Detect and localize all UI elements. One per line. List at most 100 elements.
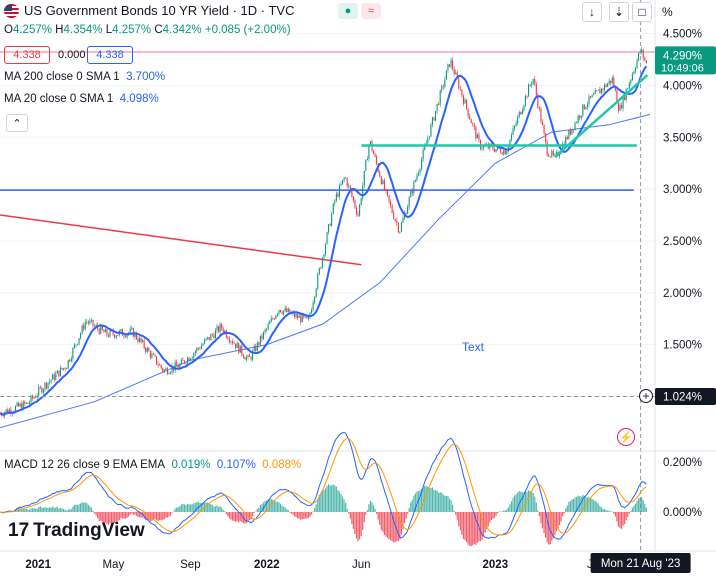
candle-body — [545, 133, 547, 142]
candle-body — [270, 318, 272, 323]
chevron-up-icon[interactable]: ⌃ — [6, 114, 28, 132]
candle-body — [70, 358, 72, 362]
candle-body — [549, 156, 551, 158]
macd-bar — [366, 510, 368, 512]
candle-body — [21, 403, 23, 410]
candle-body — [255, 346, 257, 351]
macd-bar — [487, 512, 489, 527]
macd-bar — [628, 512, 630, 514]
macd-bar — [571, 499, 573, 512]
macd-bar — [168, 512, 170, 517]
candle-body — [472, 123, 474, 125]
macd-bar — [391, 512, 393, 542]
candle-body — [157, 364, 159, 366]
candle-body — [481, 148, 483, 150]
macd-bar — [557, 512, 559, 529]
macd-bar — [569, 501, 571, 512]
macd-bar — [565, 508, 567, 512]
macd-bar — [371, 502, 373, 512]
lightning-icon[interactable]: ⚡ — [617, 428, 635, 446]
time-axis[interactable]: 2021 May Sep 2022 Jun 2023 J Mon 21 Aug '23 — [25, 553, 691, 573]
candle-body — [326, 232, 328, 245]
macd-bar — [53, 507, 55, 512]
macd-bar — [484, 512, 486, 533]
macd-bar — [272, 499, 274, 512]
ma20-legend[interactable]: MA 20 close 0 SMA 1 4.098% — [4, 93, 159, 105]
candle-body — [219, 324, 221, 332]
red-trendline[interactable] — [0, 214, 362, 266]
macd-bar — [123, 512, 125, 519]
sell-button[interactable]: 4.338 — [4, 46, 50, 64]
macd-bar — [59, 507, 62, 512]
macd-bar — [634, 503, 637, 512]
price-tick: 4.500% — [663, 29, 702, 41]
candle-body — [64, 368, 66, 370]
candle-body — [27, 402, 29, 404]
candle-body — [115, 335, 117, 338]
macd-legend[interactable]: MACD 12 26 close 9 EMA EMA 0.019% 0.107%… — [4, 459, 302, 471]
macd-bar — [137, 512, 139, 518]
macd-bar — [42, 507, 44, 512]
teal-trendline[interactable] — [553, 74, 649, 158]
macd-bar — [622, 512, 624, 526]
macd-bar — [98, 512, 100, 521]
arrow-down-icon[interactable]: ↓ — [582, 2, 602, 22]
macd-bar — [320, 493, 322, 512]
macd-bar — [596, 502, 598, 512]
macd-bar — [157, 512, 159, 521]
candle-body — [210, 334, 212, 340]
macd-bar — [304, 512, 306, 519]
scale-toggle[interactable]: % — [662, 5, 673, 19]
macd-bar — [217, 506, 220, 512]
macd-bar — [461, 512, 463, 535]
candle-body — [514, 125, 516, 129]
candle-body — [197, 347, 199, 349]
crosshair-price-badge — [655, 388, 716, 405]
macd-bar — [219, 506, 221, 512]
macd-bar — [269, 499, 271, 512]
candle-body — [129, 328, 131, 333]
macd-bar — [455, 512, 457, 515]
buy-button[interactable]: 4.338 — [87, 46, 133, 64]
macd-bar — [372, 505, 375, 512]
macd-bar — [329, 485, 331, 512]
candle-body — [245, 357, 247, 360]
candle-body — [227, 337, 229, 340]
ma200-legend[interactable]: MA 200 close 0 SMA 1 3.700% — [4, 71, 166, 83]
macd-bar — [228, 512, 230, 519]
macd-bar — [419, 490, 421, 512]
candle-body — [588, 96, 590, 105]
maximize-icon[interactable]: □ — [632, 2, 652, 22]
candle-body — [419, 169, 421, 174]
macd-bar — [627, 512, 629, 518]
add-icon[interactable]: + — [639, 389, 653, 403]
gear-icon[interactable]: ⚙ — [679, 555, 692, 571]
macd-bar — [428, 488, 430, 512]
candle-body — [566, 136, 568, 139]
macd-bar — [324, 488, 327, 512]
candle-body — [444, 79, 446, 87]
text-annotation[interactable]: Text — [462, 340, 485, 354]
macd-bar — [452, 504, 454, 512]
macd-bar — [25, 508, 27, 512]
macd-bar — [214, 506, 217, 512]
candle-body — [526, 95, 528, 97]
macd-bar — [411, 499, 413, 512]
candle-body — [222, 328, 224, 333]
candle-body — [335, 193, 337, 201]
candle-body — [28, 402, 30, 404]
macd-bar — [354, 512, 356, 535]
candle-body — [534, 78, 536, 85]
symbol-title[interactable]: US Government Bonds 10 YR Yield · 1D · T… — [24, 3, 295, 18]
candle-body — [394, 218, 396, 221]
candle-body — [281, 312, 283, 314]
macd-bar — [103, 512, 105, 523]
macd-bar — [112, 512, 114, 523]
macd-bar — [365, 512, 367, 515]
candle-body — [284, 308, 286, 311]
collapse-icon[interactable]: ⇣ — [609, 2, 629, 22]
candle-body — [427, 138, 429, 144]
price-tick: 2.000% — [663, 288, 702, 300]
price-axis[interactable]: 4.500% 4.000% 3.500% 3.000% 2.500% 2.000% 1.50… — [663, 29, 702, 352]
